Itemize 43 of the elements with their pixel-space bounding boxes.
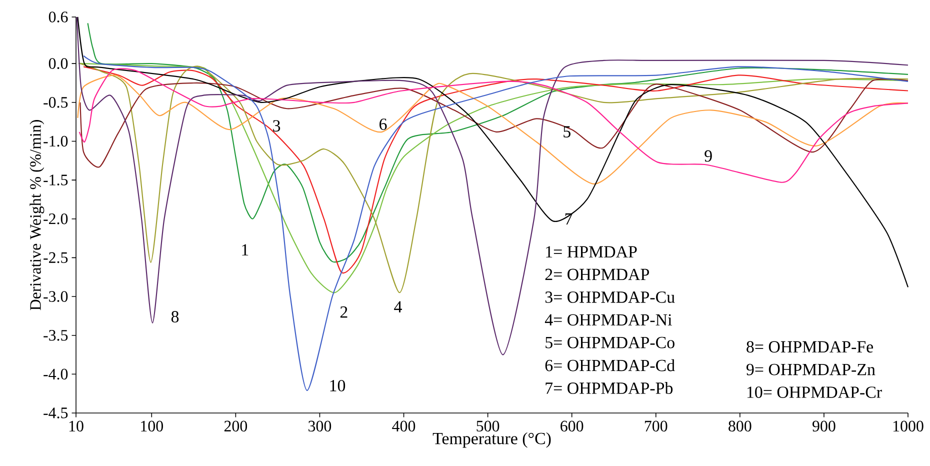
annotation: 3	[273, 120, 280, 132]
annotation: 10= OHPMDAP-Cr	[747, 386, 882, 398]
annotation: 8= OHPMDAP-Fe	[746, 341, 874, 353]
y-tick-label: 0.0	[48, 58, 68, 69]
annotation: 9	[704, 150, 712, 162]
annotation: 10	[330, 380, 346, 392]
y-tick-label: -2.0	[44, 213, 68, 224]
x-tick-label: 300	[308, 420, 332, 432]
x-axis-title: Temperature (°C)	[432, 432, 551, 448]
y-tick-label: 0.6	[48, 12, 68, 22]
annotation: 6	[380, 118, 387, 130]
annotation: 3= OHPMDAP-Cu	[545, 292, 675, 303]
annotation: 6= OHPMDAP-Cd	[545, 359, 675, 372]
x-tick-label: 800	[728, 420, 752, 432]
annotation: 5= OHPMDAP-Co	[546, 336, 674, 348]
x-tick-label: 500	[476, 420, 500, 432]
y-tick-label: -1.5	[44, 174, 68, 186]
annotation: 5	[564, 126, 570, 138]
x-tick-label: 10	[69, 420, 84, 432]
y-tick-label: -4.5	[44, 408, 68, 418]
annotation: 2= OHPMDAP	[545, 268, 649, 280]
x-tick-label: 900	[812, 420, 836, 432]
x-tick-label: 400	[392, 420, 416, 432]
y-tick-label: -1.0	[44, 136, 68, 147]
y-tick-label: -2.5	[44, 252, 68, 264]
x-tick-label: 600	[560, 420, 584, 432]
x-tick-label: 200	[224, 420, 248, 432]
annotation: 7= OHPMDAP-Pb	[546, 382, 673, 394]
y-tick-label: -3.5	[44, 330, 68, 341]
annotation: 8	[171, 311, 179, 322]
y-tick-label: -3.0	[44, 291, 68, 302]
x-tick-label: 1000	[893, 420, 924, 432]
y-tick-label: -0.5	[44, 96, 68, 108]
x-tick-label: 100	[141, 420, 163, 432]
annotation: 1	[242, 244, 248, 256]
annotation: 2	[340, 306, 348, 318]
y-tick-label: -4.0	[44, 368, 68, 380]
annotation: 9= OHPMDAP-Zn	[746, 364, 876, 376]
y-axis-title: Derivative Weight % (%/min)	[30, 120, 44, 310]
annotation: 1= HPMDAP	[546, 246, 637, 258]
x-tick-label: 700	[644, 420, 668, 432]
annotation: 4= OHPMDAP-Ni	[544, 314, 672, 326]
annotation: 4	[394, 301, 402, 312]
